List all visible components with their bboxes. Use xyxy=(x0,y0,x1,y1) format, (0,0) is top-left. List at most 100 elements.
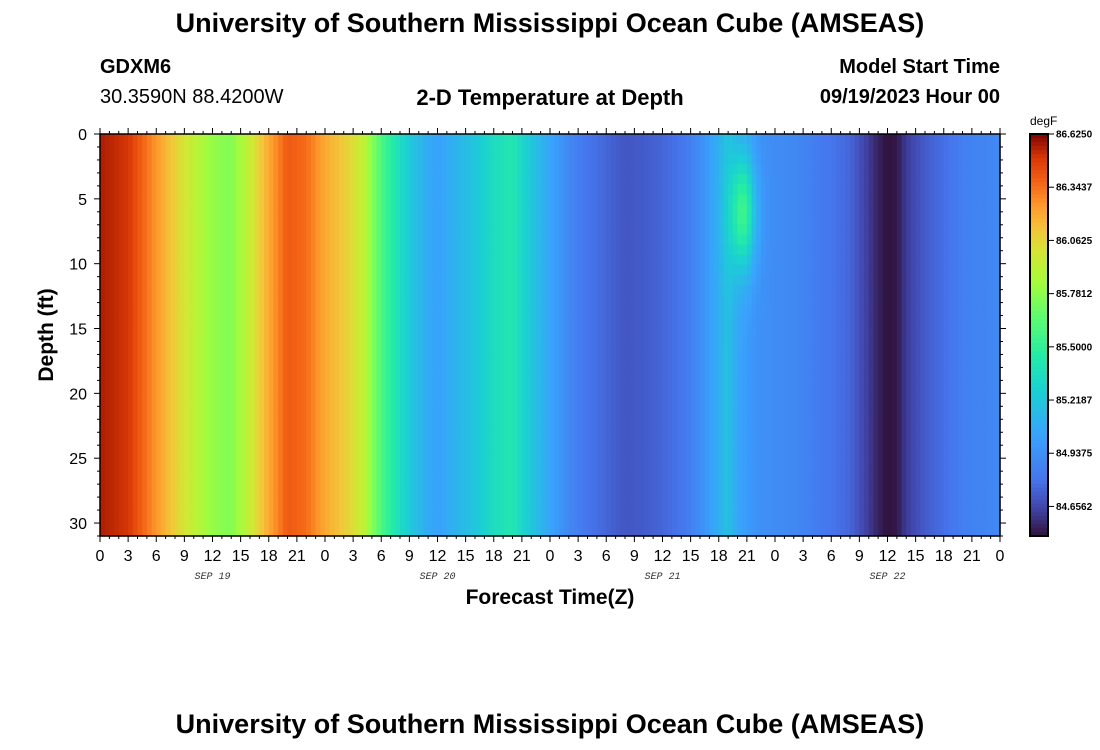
heatmap-cell xyxy=(329,525,335,537)
heatmap-cell xyxy=(278,515,284,527)
heatmap-cell xyxy=(221,515,228,527)
heatmap-cell xyxy=(681,284,687,296)
heatmap-cell xyxy=(371,425,378,437)
heatmap-cell xyxy=(226,244,232,256)
heatmap-cell xyxy=(578,345,584,356)
heatmap-cell xyxy=(601,264,607,276)
heatmap-cell xyxy=(217,274,223,286)
heatmap-cell xyxy=(395,485,401,497)
heatmap-cell xyxy=(114,415,120,427)
heatmap-cell xyxy=(306,224,312,236)
heatmap-cell xyxy=(545,274,551,286)
heatmap-cell xyxy=(226,515,232,527)
heatmap-cell xyxy=(287,495,293,507)
heatmap-cell xyxy=(517,365,523,376)
heatmap-cell xyxy=(165,254,171,266)
heatmap-cell xyxy=(409,174,415,185)
heatmap-cell xyxy=(634,294,640,306)
heatmap-cell xyxy=(601,505,607,517)
heatmap-cell xyxy=(540,194,546,205)
heatmap-cell xyxy=(160,495,167,507)
heatmap-cell xyxy=(507,425,514,437)
heatmap-cell xyxy=(507,224,514,236)
heatmap-cell xyxy=(160,294,167,306)
heatmap-cell xyxy=(442,204,448,215)
heatmap-cell xyxy=(123,234,129,246)
heatmap-cell xyxy=(629,134,635,145)
heatmap-cell xyxy=(414,234,420,246)
heatmap-cell xyxy=(587,134,593,145)
heatmap-cell xyxy=(676,134,682,145)
heatmap-cell xyxy=(390,254,396,266)
heatmap-cell xyxy=(460,214,467,226)
heatmap-cell xyxy=(160,204,167,215)
heatmap-cell xyxy=(540,525,546,537)
heatmap-cell xyxy=(470,405,476,416)
heatmap-cell xyxy=(240,234,246,246)
heatmap-cell xyxy=(217,405,223,416)
heatmap-cell xyxy=(245,355,251,366)
heatmap-cell xyxy=(484,204,490,215)
heatmap-cell xyxy=(460,174,467,185)
heatmap-cell xyxy=(470,355,476,366)
heatmap-cell xyxy=(667,204,673,215)
heatmap-cell xyxy=(653,194,659,205)
heatmap-cell xyxy=(578,264,584,276)
heatmap-cell xyxy=(475,164,481,175)
heatmap-cell xyxy=(414,335,420,346)
heatmap-cell xyxy=(414,415,420,427)
heatmap-cell xyxy=(554,284,560,296)
heatmap-cell xyxy=(381,174,387,185)
heatmap-cell xyxy=(643,415,650,427)
heatmap-cell xyxy=(395,405,401,416)
heatmap-cell xyxy=(676,415,682,427)
heatmap-cell xyxy=(151,345,157,356)
heatmap-cell xyxy=(498,224,504,236)
heatmap-cell xyxy=(245,405,251,416)
heatmap-cell xyxy=(484,335,490,346)
heatmap-cell xyxy=(217,234,223,246)
heatmap-cell xyxy=(540,495,546,507)
heatmap-cell xyxy=(226,184,232,195)
heatmap-cell xyxy=(428,144,434,155)
heatmap-cell xyxy=(390,405,396,416)
heatmap-cell xyxy=(423,475,429,487)
heatmap-cell xyxy=(179,345,185,356)
heatmap-cell xyxy=(254,455,260,467)
heatmap-cell xyxy=(540,304,546,316)
heatmap-cell xyxy=(465,465,471,477)
heatmap-cell xyxy=(245,134,251,145)
heatmap-cell xyxy=(639,495,645,507)
heatmap-cell xyxy=(184,154,190,165)
heatmap-cell xyxy=(193,204,200,215)
heatmap-cell xyxy=(489,395,495,406)
heatmap-cell xyxy=(203,355,209,366)
heatmap-cell xyxy=(381,505,387,517)
heatmap-cell xyxy=(245,515,251,527)
heatmap-cell xyxy=(114,465,120,477)
heatmap-cell xyxy=(667,525,673,537)
heatmap-cell xyxy=(643,525,650,537)
heatmap-cell xyxy=(339,455,345,467)
heatmap-cell xyxy=(128,385,134,396)
heatmap-cell xyxy=(310,194,317,205)
heatmap-cell xyxy=(198,204,204,215)
heatmap-cell xyxy=(653,184,659,195)
heatmap-cell xyxy=(484,435,490,447)
heatmap-cell xyxy=(221,304,228,316)
heatmap-cell xyxy=(207,455,214,467)
heatmap-cell xyxy=(114,134,120,145)
heatmap-cell xyxy=(170,134,176,145)
heatmap-cell xyxy=(564,335,570,346)
heatmap-cell xyxy=(264,345,270,356)
heatmap-cell xyxy=(404,415,410,427)
heatmap-cell xyxy=(381,204,387,215)
heatmap-cell xyxy=(371,445,378,457)
heatmap-cell xyxy=(662,385,668,396)
heatmap-cell xyxy=(535,465,542,477)
heatmap-cell xyxy=(404,495,410,507)
heatmap-cell xyxy=(521,284,528,296)
heatmap-cell xyxy=(625,365,631,376)
heatmap-cell xyxy=(165,294,171,306)
heatmap-cell xyxy=(526,415,532,427)
